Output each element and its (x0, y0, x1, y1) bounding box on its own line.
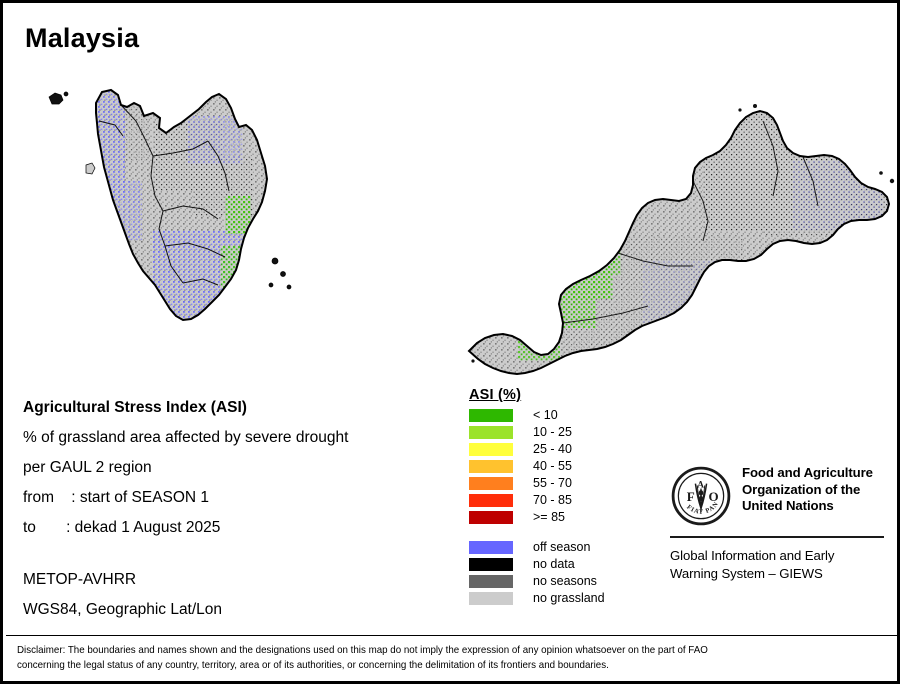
legend-class-swatch (469, 426, 513, 439)
legend-class-label: 55 - 70 (533, 476, 572, 490)
fao-name-line-2: Organization of the (742, 481, 861, 497)
legend-special-list: off season no data no seasons no grassland (469, 539, 659, 607)
legend-special-row: no grassland (469, 590, 659, 607)
legend-class-swatch (469, 494, 513, 507)
page-title: Malaysia (25, 23, 140, 53)
legend-special-row: no data (469, 556, 659, 573)
map-region-peninsular-malaysia (48, 88, 292, 322)
info-projection: WGS84, Geographic Lat/Lon (23, 601, 223, 618)
svg-text:F: F (687, 489, 695, 504)
legend-special-label: no grassland (533, 591, 605, 605)
legend-special-label: no data (533, 557, 575, 571)
legend-class-row: 40 - 55 (469, 458, 659, 475)
legend-class-label: < 10 (533, 408, 558, 422)
disclaimer: Disclaimer: The boundaries and names sho… (17, 643, 817, 673)
legend-class-label: 25 - 40 (533, 442, 572, 456)
fao-logo-icon: F O A FIAT PANIS (670, 465, 731, 526)
legend-special-swatch (469, 575, 513, 588)
legend-class-swatch (469, 511, 513, 524)
map-canvas (3, 61, 897, 381)
legend: ASI (%) < 10 10 - 25 25 - 40 40 - 55 55 - 70… (469, 387, 659, 607)
legend-class-label: >= 85 (533, 510, 565, 524)
legend-class-swatch (469, 460, 513, 473)
info-heading: Agricultural Stress Index (ASI) (23, 399, 247, 416)
info-spacer (23, 543, 453, 565)
legend-special-swatch (469, 541, 513, 554)
disclaimer-line-2: concerning the legal status of any count… (17, 659, 609, 671)
legend-class-row: 70 - 85 (469, 492, 659, 509)
info-to-line: to : dekad 1 August 2025 (23, 519, 221, 536)
malaysia-map (48, 88, 895, 376)
fao-branding: F O A FIAT PANIS Food and Agriculture Or… (670, 465, 886, 583)
legend-special-row: off season (469, 539, 659, 556)
fao-name-line-1: Food and Agriculture (742, 465, 873, 480)
legend-special-swatch (469, 592, 513, 605)
giews-text: Global Information and Early Warning Sys… (670, 547, 886, 583)
info-line-2: per GAUL 2 region (23, 459, 152, 476)
giews-line-1: Global Information and Early (670, 548, 835, 563)
fao-divider (670, 536, 884, 538)
legend-class-row: >= 85 (469, 509, 659, 526)
legend-class-row: 55 - 70 (469, 475, 659, 492)
info-block: Agricultural Stress Index (ASI) % of gra… (23, 393, 453, 625)
legend-class-swatch (469, 477, 513, 490)
info-from-line: from : start of SEASON 1 (23, 489, 210, 506)
disclaimer-line-1: Disclaimer: The boundaries and names sho… (17, 644, 708, 656)
svg-text:A: A (697, 480, 704, 490)
map-region-east-malaysia-borneo (467, 104, 895, 376)
legend-class-row: < 10 (469, 407, 659, 424)
legend-class-swatch (469, 409, 513, 422)
legend-class-swatch (469, 443, 513, 456)
legend-class-label: 40 - 55 (533, 459, 572, 473)
legend-special-label: no seasons (533, 574, 597, 588)
legend-class-list: < 10 10 - 25 25 - 40 40 - 55 55 - 70 70 - 85 >… (469, 407, 659, 526)
legend-class-label: 10 - 25 (533, 425, 572, 439)
legend-title: ASI (%) (469, 387, 522, 403)
info-sensor: METOP-AVHRR (23, 571, 137, 588)
legend-special-row: no seasons (469, 573, 659, 590)
legend-class-label: 70 - 85 (533, 493, 572, 507)
svg-text:O: O (708, 489, 718, 504)
fao-name-line-3: United Nations (742, 498, 834, 513)
giews-line-2: Warning System – GIEWS (670, 566, 823, 581)
legend-special-swatch (469, 558, 513, 571)
legend-class-row: 25 - 40 (469, 441, 659, 458)
disclaimer-divider (6, 635, 897, 636)
fao-name: Food and Agriculture Organization of the… (742, 465, 873, 515)
info-line-1: % of grassland area affected by severe d… (23, 429, 349, 446)
legend-class-row: 10 - 25 (469, 424, 659, 441)
legend-spacer (469, 526, 659, 539)
legend-special-label: off season (533, 540, 591, 554)
